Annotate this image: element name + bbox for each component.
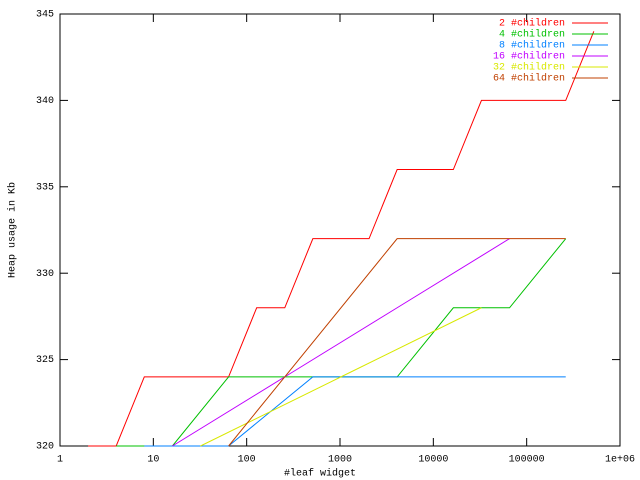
x-tick-label: 1 (57, 455, 63, 466)
y-tick-label: 345 (36, 10, 54, 21)
legend-label: 4 #children (499, 29, 565, 41)
x-tick-label: 100 (238, 455, 256, 466)
x-tick-label: 1000 (328, 455, 352, 466)
y-tick-label: 335 (36, 182, 54, 193)
x-tick-label: 1e+06 (605, 455, 635, 466)
legend-label: 2 #children (499, 18, 565, 30)
series-line (228, 238, 566, 447)
x-tick-label: 10 (147, 455, 159, 466)
x-axis-label: #leaf widget (284, 468, 356, 480)
legend-label: 16 #children (493, 51, 565, 63)
y-tick-label: 340 (36, 96, 54, 107)
y-tick-label: 325 (36, 355, 54, 366)
series-line (88, 31, 595, 447)
legend-label: 64 #children (493, 73, 565, 85)
y-tick-label: 330 (36, 269, 54, 280)
legend-label: 32 #children (493, 62, 565, 74)
x-tick-label: 100000 (509, 455, 545, 466)
series-line (144, 376, 566, 447)
series-line (172, 238, 510, 447)
x-tick-label: 10000 (418, 455, 448, 466)
y-tick-label: 320 (36, 442, 54, 453)
legend-label: 8 #children (499, 40, 565, 52)
y-axis-label: Heap usage in Kb (7, 182, 19, 278)
